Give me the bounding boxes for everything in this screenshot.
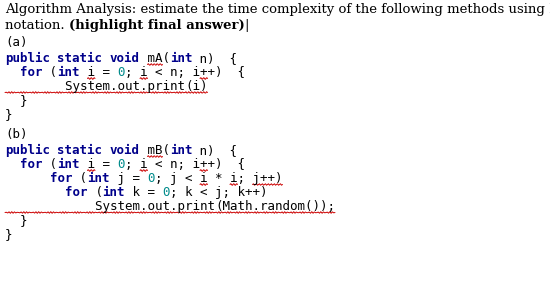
- Text: }: }: [5, 214, 28, 227]
- Text: (i): (i): [185, 80, 207, 93]
- Text: static: static: [58, 144, 102, 157]
- Text: (b): (b): [5, 128, 28, 141]
- Text: for: for: [5, 172, 73, 185]
- Text: (: (: [42, 158, 58, 171]
- Text: for: for: [5, 186, 87, 199]
- Text: (: (: [73, 172, 87, 185]
- Text: for: for: [5, 158, 42, 171]
- Text: 0: 0: [162, 186, 170, 199]
- Text: 0: 0: [118, 158, 125, 171]
- Text: }: }: [5, 94, 28, 107]
- Text: static: static: [58, 52, 102, 65]
- Text: ; j < i * i; j++): ; j < i * i; j++): [155, 172, 283, 185]
- Text: ; k < j; k++): ; k < j; k++): [170, 186, 267, 199]
- Text: int: int: [87, 172, 110, 185]
- Text: mA(: mA(: [140, 52, 170, 65]
- Text: for: for: [5, 66, 42, 79]
- Text: (Math.random());: (Math.random());: [215, 200, 335, 213]
- Text: (highlight final answer): (highlight final answer): [69, 19, 245, 32]
- Text: n)  {: n) {: [192, 52, 238, 65]
- Text: notation.: notation.: [5, 19, 69, 32]
- Text: n)  {: n) {: [192, 144, 238, 157]
- Text: (a): (a): [5, 36, 28, 49]
- Text: 0: 0: [147, 172, 155, 185]
- Text: int: int: [58, 66, 80, 79]
- Text: void: void: [110, 144, 140, 157]
- Text: (: (: [42, 66, 58, 79]
- Text: }: }: [5, 108, 13, 121]
- Text: 0: 0: [118, 66, 125, 79]
- Text: int: int: [170, 52, 192, 65]
- Text: (: (: [87, 186, 102, 199]
- Text: void: void: [110, 52, 140, 65]
- Text: int: int: [58, 158, 80, 171]
- Text: i =: i =: [80, 158, 118, 171]
- Text: k =: k =: [125, 186, 162, 199]
- Text: mB(: mB(: [140, 144, 170, 157]
- Text: System.out.print: System.out.print: [5, 200, 215, 213]
- Text: }: }: [5, 228, 13, 241]
- Text: int: int: [102, 186, 125, 199]
- Text: System.out.print: System.out.print: [5, 80, 185, 93]
- Text: public: public: [5, 144, 50, 157]
- Text: |: |: [245, 19, 249, 32]
- Text: ; i < n; i++)  {: ; i < n; i++) {: [125, 66, 245, 79]
- Text: ; i < n; i++)  {: ; i < n; i++) {: [125, 158, 245, 171]
- Text: i =: i =: [80, 66, 118, 79]
- Text: int: int: [170, 144, 192, 157]
- Text: Algorithm Analysis: estimate the time complexity of the following methods using : Algorithm Analysis: estimate the time co…: [5, 3, 550, 16]
- Text: public: public: [5, 52, 50, 65]
- Text: j =: j =: [110, 172, 147, 185]
